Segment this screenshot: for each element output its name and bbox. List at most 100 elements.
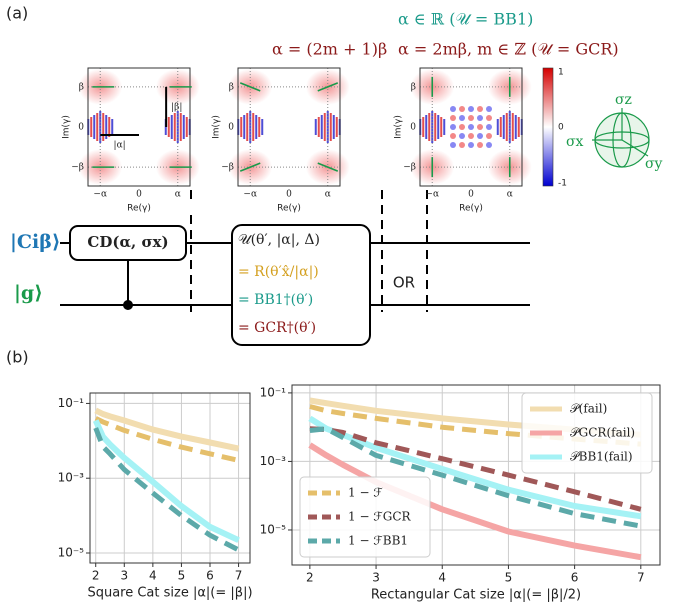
- series-line: [92, 419, 240, 543]
- wigner-fringe: [246, 113, 249, 141]
- wigner-fringe: [105, 115, 108, 139]
- wigner-grid-blob: [468, 124, 474, 130]
- wigner-fringe: [428, 113, 431, 141]
- wigner-fringe: [511, 113, 514, 141]
- wigner-ytick: −β: [71, 163, 84, 173]
- wigner-fringe: [102, 113, 105, 141]
- wigner-fringe: [240, 117, 243, 137]
- wigner-fringe: [252, 113, 255, 141]
- x-tick-label: 3: [372, 571, 380, 585]
- wigner-fringe: [443, 119, 446, 135]
- wigner-grid-blob: [477, 133, 483, 139]
- y-tick-label: 10⁻⁵: [58, 545, 85, 559]
- wigner-fringe: [243, 115, 246, 139]
- x-tick-label: 7: [235, 569, 243, 583]
- wigner-xtick: α: [325, 190, 331, 200]
- x-tick-label: 6: [206, 569, 214, 583]
- x-tick-label: 2: [306, 571, 314, 585]
- wigner-grid-blob: [477, 115, 483, 121]
- wigner-frame: [237, 67, 341, 187]
- x-tick-label: 5: [505, 571, 513, 585]
- wigner-fringe: [317, 117, 320, 137]
- plot-frame: [291, 384, 661, 566]
- wigner-fringe: [326, 111, 329, 143]
- wigner-grid-blob: [468, 106, 474, 112]
- wigner-frame: [419, 67, 523, 187]
- gate-label: 𝒰(θ′, |α|, Δ): [238, 232, 320, 248]
- annotation: α ∈ ℝ (𝒰 = BB1): [398, 10, 533, 29]
- legend-label: 1 − ℱGCR: [348, 510, 412, 524]
- arrow: [317, 162, 339, 172]
- wigner-fringe: [517, 117, 520, 137]
- x-axis-label: Rectangular Cat size |α|(= |β|/2): [371, 588, 581, 603]
- wigner-fringe: [96, 113, 99, 141]
- wigner-ytick: β: [79, 82, 84, 92]
- wigner-grid-blob: [486, 106, 492, 112]
- wigner-grid-blob: [459, 133, 465, 139]
- wigner-fringe: [261, 119, 264, 135]
- wigner-fringe: [425, 115, 428, 139]
- wigner-ytick: −β: [221, 163, 234, 173]
- wigner-fringe: [434, 113, 437, 141]
- wigner-grid-blob: [450, 124, 456, 130]
- wigner-xtick: α: [175, 190, 181, 200]
- y-tick-label: 10⁻¹: [58, 396, 85, 410]
- wigner-fringe: [508, 111, 511, 143]
- wigner-fringe: [320, 115, 323, 139]
- legend-label: 𝒫BB1(fail): [570, 450, 633, 464]
- wigner-fringe: [502, 115, 505, 139]
- annotation: |α|: [114, 141, 126, 151]
- wigner-ytick: 0: [228, 123, 234, 133]
- gate-label: = GCR†(θ′): [238, 320, 316, 336]
- annotation: α = (2m + 1)β: [272, 40, 387, 59]
- bloch-label: σz: [615, 92, 632, 108]
- x-axis-label: Square Cat size |α|(= |β|): [87, 586, 252, 601]
- x-tick-label: 5: [178, 569, 186, 583]
- wigner-fringe: [437, 115, 440, 139]
- wigner-fringe: [422, 117, 425, 137]
- wigner-xtick: α: [507, 190, 513, 200]
- wigner-ylabel: Im(γ): [62, 115, 72, 139]
- legend-label: 1 − ℱBB1: [348, 534, 408, 548]
- wigner-fringe: [176, 111, 179, 143]
- wigner-fringe: [258, 117, 261, 137]
- wigner-fringe: [332, 115, 335, 139]
- bloch-sphere: [592, 108, 650, 168]
- wigner-grid-blob: [450, 142, 456, 148]
- wigner-grid-blob: [450, 133, 456, 139]
- x-tick-label: 4: [438, 571, 446, 585]
- wigner-grid-blob: [468, 133, 474, 139]
- series-line: [94, 416, 240, 463]
- wigner-xtick: −α: [93, 190, 107, 200]
- plot-frame: [89, 392, 251, 564]
- legend-label: 𝒫(fail): [570, 402, 607, 416]
- qubit-label: |g⟩: [14, 282, 43, 304]
- wigner-fringe: [108, 117, 111, 137]
- wigner-fringe: [185, 117, 188, 137]
- wigner-xtick: 0: [136, 190, 142, 200]
- series-line: [94, 407, 240, 452]
- wigner-fringe: [170, 115, 173, 139]
- wigner-xlabel: Re(γ): [127, 204, 151, 214]
- x-tick-label: 4: [149, 569, 157, 583]
- colorbar-tick: 0: [558, 123, 564, 133]
- colorbar: [542, 67, 554, 187]
- wigner-fringe: [314, 119, 317, 135]
- y-tick-label: 10⁻¹: [260, 385, 287, 399]
- wigner-xtick: −α: [425, 190, 439, 200]
- annotation: α = 2mβ, m ∈ ℤ (𝒰 = GCR): [398, 40, 619, 59]
- wigner-fringe: [173, 113, 176, 141]
- panel-label: (a): [6, 4, 28, 23]
- x-tick-label: 7: [637, 571, 645, 585]
- wigner-xlabel: Re(γ): [277, 204, 301, 214]
- wigner-fringe: [111, 119, 114, 135]
- arrow: [317, 82, 339, 92]
- gate-label: = R(θ′x̂/|α|): [238, 264, 319, 280]
- wigner-fringe: [179, 113, 182, 141]
- wigner-grid-blob: [459, 106, 465, 112]
- bloch-label: σx: [566, 134, 584, 150]
- panel-label: (b): [6, 348, 29, 367]
- wigner-fringe: [496, 119, 499, 135]
